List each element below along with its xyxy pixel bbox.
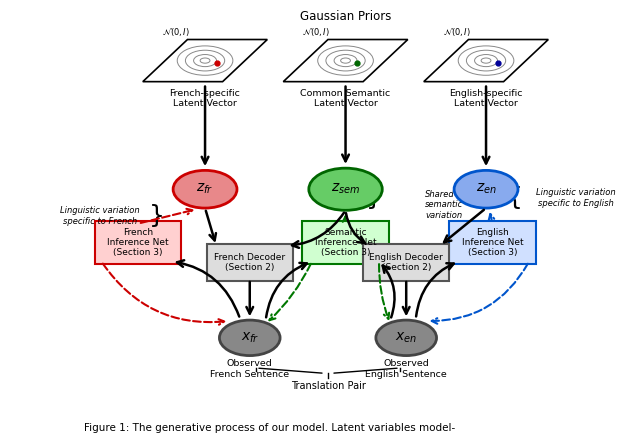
Polygon shape [143, 40, 268, 81]
Text: }: } [366, 186, 382, 210]
Text: Linguistic variation
specific to French: Linguistic variation specific to French [60, 206, 140, 226]
Text: French
Inference Net
(Section 3): French Inference Net (Section 3) [107, 227, 169, 257]
Text: Gaussian Priors: Gaussian Priors [300, 10, 391, 24]
Text: $z_{fr}$: $z_{fr}$ [196, 182, 214, 196]
Text: English
Inference Net
(Section 3): English Inference Net (Section 3) [461, 227, 524, 257]
Text: French Decoder
(Section 2): French Decoder (Section 2) [214, 253, 285, 272]
Text: }: } [149, 204, 165, 228]
Text: Common Semantic
Latent Vector: Common Semantic Latent Vector [300, 89, 390, 108]
Text: Translation Pair: Translation Pair [291, 381, 365, 391]
Text: $z_{en}$: $z_{en}$ [476, 182, 497, 196]
Polygon shape [424, 40, 548, 81]
Text: $x_{en}$: $x_{en}$ [395, 331, 417, 345]
FancyBboxPatch shape [363, 243, 449, 281]
FancyBboxPatch shape [303, 222, 388, 263]
Ellipse shape [376, 320, 436, 356]
FancyBboxPatch shape [95, 222, 181, 263]
Text: English Decoder
(Section 2): English Decoder (Section 2) [369, 253, 443, 272]
Text: $\mathcal{N}(0,I)$: $\mathcal{N}(0,I)$ [162, 26, 190, 38]
Text: {: { [507, 186, 523, 210]
Ellipse shape [173, 170, 237, 208]
Polygon shape [284, 40, 408, 81]
Ellipse shape [220, 320, 280, 356]
Text: Shared
semantic
variation: Shared semantic variation [426, 190, 463, 220]
Text: French-specific
Latent Vector: French-specific Latent Vector [170, 89, 241, 108]
Text: $\mathcal{N}(0,I)$: $\mathcal{N}(0,I)$ [443, 26, 471, 38]
Text: $x_{fr}$: $x_{fr}$ [241, 331, 259, 345]
FancyBboxPatch shape [449, 222, 536, 263]
Text: English-specific
Latent Vector: English-specific Latent Vector [449, 89, 523, 108]
Text: Observed
English Sentence: Observed English Sentence [365, 359, 447, 379]
Text: Figure 1: The generative process of our model. Latent variables model-: Figure 1: The generative process of our … [84, 423, 455, 433]
Text: $z_{sem}$: $z_{sem}$ [331, 182, 360, 196]
Text: Linguistic variation
specific to English: Linguistic variation specific to English [536, 188, 615, 208]
Text: $\mathcal{N}(0,I)$: $\mathcal{N}(0,I)$ [303, 26, 330, 38]
Ellipse shape [309, 168, 382, 210]
FancyBboxPatch shape [207, 243, 293, 281]
Ellipse shape [454, 170, 518, 208]
Text: Observed
French Sentence: Observed French Sentence [210, 359, 289, 379]
Text: Semantic
Inference Net
(Section 3): Semantic Inference Net (Section 3) [315, 227, 376, 257]
